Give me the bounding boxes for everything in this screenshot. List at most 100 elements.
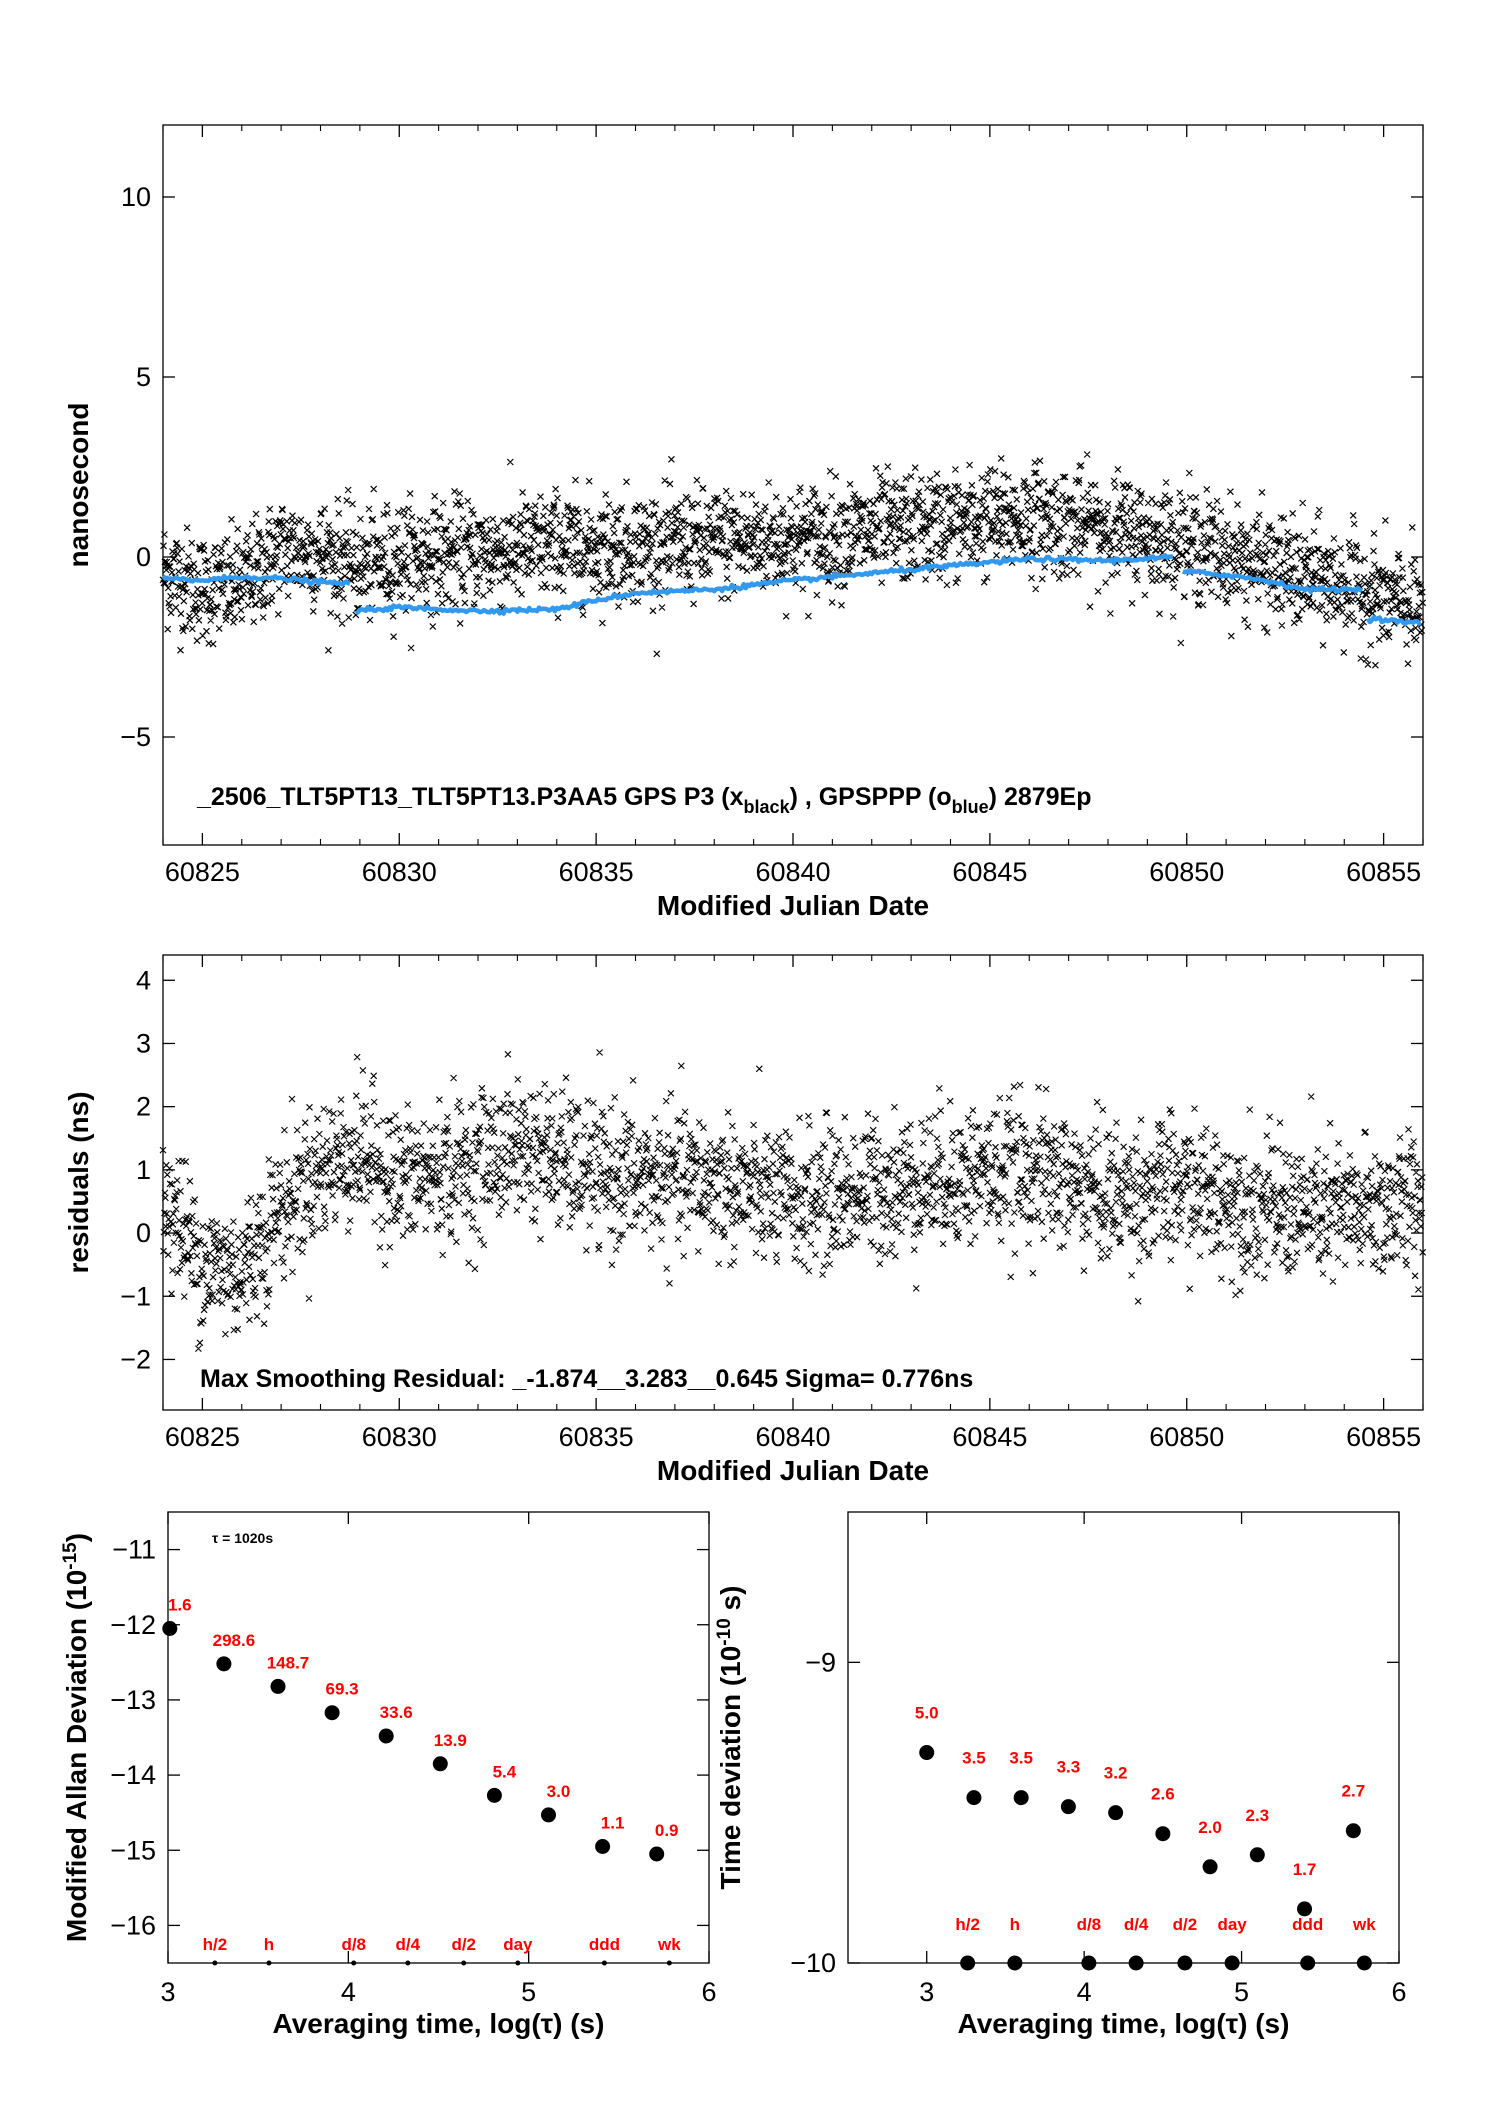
y-tick-label: −13 bbox=[110, 1685, 156, 1715]
data-point bbox=[486, 1787, 502, 1803]
data-point bbox=[270, 1678, 286, 1694]
data-point bbox=[216, 1656, 232, 1672]
data-point bbox=[1013, 1790, 1029, 1806]
point-label: 3.2 bbox=[1104, 1764, 1128, 1783]
series-gps-p3 bbox=[159, 451, 1427, 669]
marker-label: d/4 bbox=[396, 1935, 421, 1954]
data-point bbox=[1155, 1826, 1171, 1842]
marker-dot bbox=[1356, 1955, 1372, 1971]
x-tick-label: 60830 bbox=[362, 1422, 437, 1452]
gps-p3-crosses bbox=[159, 451, 1427, 669]
series-gpsppp bbox=[161, 553, 1422, 627]
data-point bbox=[1108, 1805, 1124, 1821]
point-label: 2.3 bbox=[1245, 1806, 1269, 1825]
point-label: 2.6 bbox=[1151, 1785, 1175, 1804]
plot-frame bbox=[167, 1511, 710, 1964]
point-label: 3.0 bbox=[547, 1782, 571, 1801]
tau-note: τ = 1020s bbox=[212, 1530, 273, 1546]
marker-label: d/4 bbox=[1124, 1915, 1149, 1934]
x-tick-label: 60835 bbox=[559, 1422, 634, 1452]
panel-residuals: 60825 60830 60835 60840 60845 60850 60855 −2 −1 0… bbox=[63, 954, 1427, 1486]
marker-label: ddd bbox=[1292, 1915, 1323, 1934]
marker-dot bbox=[1224, 1955, 1240, 1971]
y-tick-label: −1 bbox=[120, 1281, 151, 1311]
x-axis-title: Averaging time, log(τ) (s) bbox=[273, 2008, 605, 2039]
x-tick-label: 60850 bbox=[1149, 1422, 1224, 1452]
point-label: 2.0 bbox=[1198, 1818, 1222, 1837]
data-point bbox=[919, 1745, 935, 1761]
x-axis-title: Averaging time, log(τ) (s) bbox=[958, 2008, 1290, 2039]
y-tick-label: −15 bbox=[110, 1835, 156, 1865]
gpsppp-line bbox=[161, 573, 351, 587]
x-tick-label: 60835 bbox=[559, 857, 634, 887]
point-label: 1.1 bbox=[601, 1813, 625, 1832]
x-tick-label: 60855 bbox=[1346, 1422, 1421, 1452]
marker-label: d/8 bbox=[341, 1935, 366, 1954]
marker-dot bbox=[405, 1960, 411, 1966]
point-label: 3.5 bbox=[1009, 1749, 1033, 1768]
x-tick-label: 3 bbox=[919, 1977, 934, 2007]
x-tick-label: 4 bbox=[341, 1977, 356, 2007]
marker-label: h bbox=[264, 1935, 274, 1954]
x-tick-label: 60845 bbox=[952, 857, 1027, 887]
y-tick-label: −16 bbox=[110, 1910, 156, 1940]
point-label: 0.9 bbox=[655, 1821, 679, 1840]
panel-time-series: 60825 60830 60835 60840 60845 60850 60855 −5 0 5 1… bbox=[63, 124, 1427, 921]
x-tick-label: 6 bbox=[701, 1977, 716, 2007]
x-tick-label: 60830 bbox=[362, 857, 437, 887]
gpsppp-line bbox=[354, 553, 1174, 616]
x-tick-label: 60825 bbox=[165, 1422, 240, 1452]
point-label: 69.3 bbox=[326, 1680, 359, 1699]
y-tick-label: −5 bbox=[120, 722, 151, 752]
marker-dot bbox=[351, 1960, 357, 1966]
plot-frame bbox=[162, 124, 1424, 846]
x-tick-label: 60850 bbox=[1149, 857, 1224, 887]
x-tick-label: 60840 bbox=[755, 1422, 830, 1452]
data-point bbox=[966, 1790, 982, 1806]
point-label: 2.7 bbox=[1342, 1782, 1366, 1801]
x-tick-label: 60855 bbox=[1346, 857, 1421, 887]
x-tick-label: 5 bbox=[1234, 1977, 1249, 2007]
y-tick-label: −10 bbox=[790, 1948, 836, 1978]
point-label: 298.6 bbox=[213, 1631, 256, 1650]
y-tick-label: −14 bbox=[110, 1760, 156, 1790]
point-label: 33.6 bbox=[380, 1703, 413, 1722]
marker-label: ddd bbox=[589, 1935, 620, 1954]
y-axis-title: Time deviation (10-10 s) bbox=[714, 1586, 746, 1890]
y-tick-label: 0 bbox=[136, 1218, 151, 1248]
marker-label: d/2 bbox=[1173, 1915, 1198, 1934]
marker-dot bbox=[1128, 1955, 1144, 1971]
marker-label: day bbox=[1217, 1915, 1247, 1934]
y-axis-title: nanosecond bbox=[63, 403, 94, 568]
marker-label: h/2 bbox=[203, 1935, 228, 1954]
panel-tdev: 3 4 5 6 −10 −9 5.0 3.5 3.5 3.3 3.2 2.6 2.0 2.3 1.7 2.7 h… bbox=[714, 1511, 1407, 2039]
marker-label: day bbox=[503, 1935, 533, 1954]
x-axis-title: Modified Julian Date bbox=[657, 890, 929, 921]
residual-annotation: Max Smoothing Residual: _-1.874__3.283__… bbox=[200, 1365, 973, 1393]
marker-dot bbox=[1007, 1955, 1023, 1971]
marker-dot bbox=[666, 1960, 672, 1966]
marker-dot bbox=[601, 1960, 607, 1966]
x-tick-label: 6 bbox=[1391, 1977, 1406, 2007]
point-label: 148.7 bbox=[267, 1653, 310, 1672]
x-tick-label: 60825 bbox=[165, 857, 240, 887]
data-point bbox=[541, 1807, 557, 1823]
y-tick-label: 1 bbox=[136, 1155, 151, 1185]
point-label: 1.6 bbox=[168, 1596, 192, 1615]
marker-dot bbox=[266, 1960, 272, 1966]
panel-annotation: _2506_TLT5PT13_TLT5PT13.P3AA5 GPS P3 (xb… bbox=[196, 783, 1092, 817]
data-point bbox=[1060, 1799, 1076, 1815]
marker-label: h/2 bbox=[955, 1915, 980, 1934]
y-tick-label: 0 bbox=[136, 542, 151, 572]
x-tick-label: 60845 bbox=[952, 1422, 1027, 1452]
x-axis-title: Modified Julian Date bbox=[657, 1455, 929, 1486]
marker-dot bbox=[960, 1955, 976, 1971]
data-point bbox=[432, 1756, 448, 1772]
x-tick-label: 5 bbox=[521, 1977, 536, 2007]
data-point bbox=[324, 1705, 340, 1721]
y-axis-title: residuals (ns) bbox=[63, 1091, 94, 1273]
point-label: 5.0 bbox=[915, 1704, 939, 1723]
y-tick-label: 5 bbox=[136, 362, 151, 392]
y-tick-label: −11 bbox=[112, 1535, 156, 1565]
